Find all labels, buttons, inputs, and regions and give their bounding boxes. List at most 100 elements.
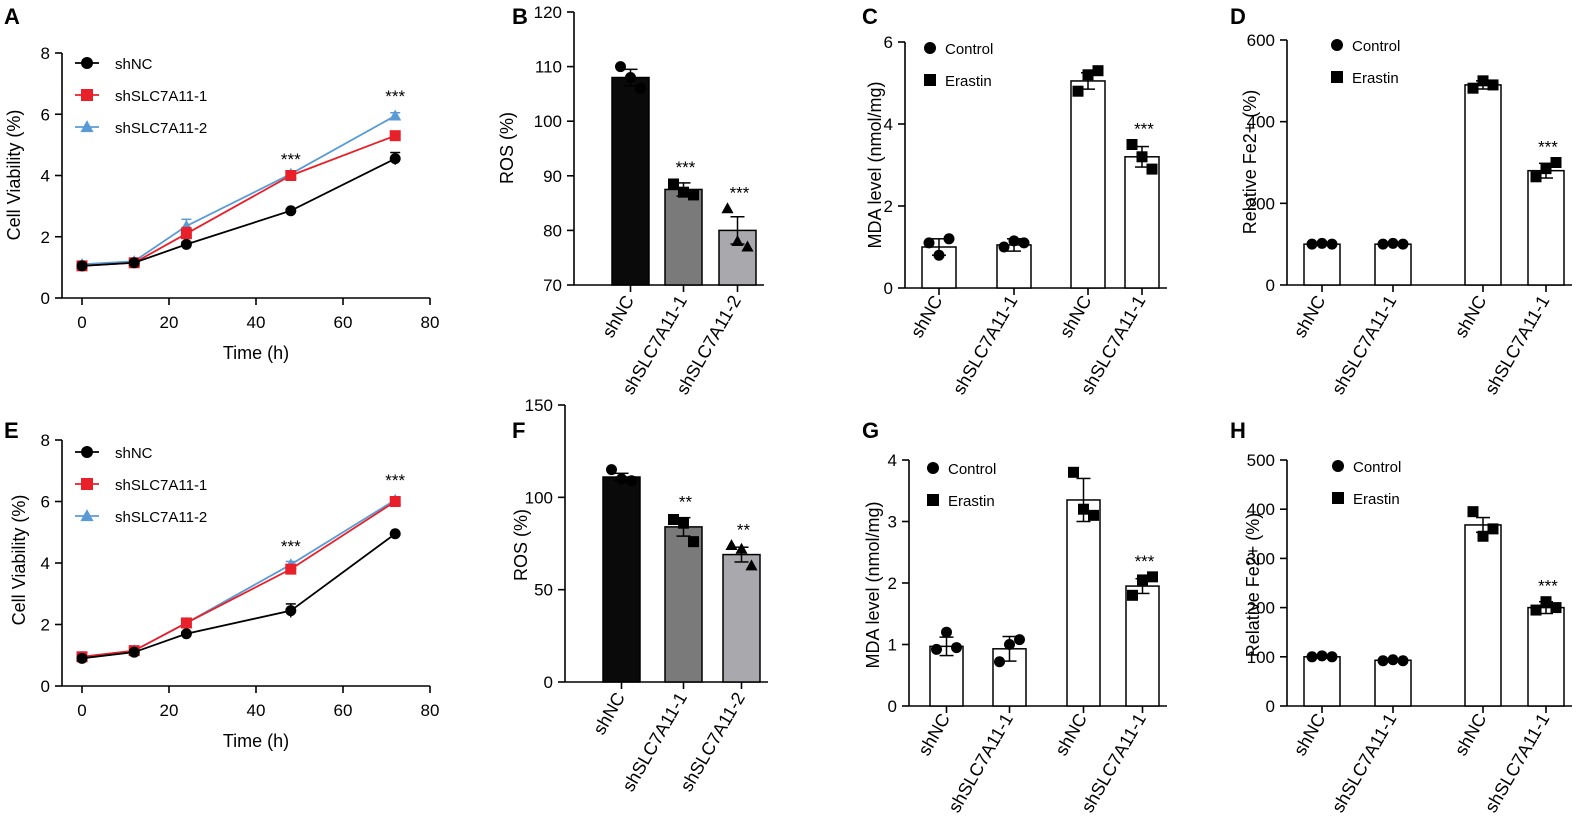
y-tick-label: 4 (41, 167, 50, 186)
bar (1464, 524, 1502, 707)
data-point (1387, 654, 1399, 666)
y-tick-label: 4 (888, 451, 897, 470)
y-tick-label: 2 (41, 616, 50, 635)
legend-marker (1331, 71, 1343, 83)
y-axis-title: Relative Fe2+ (%) (1240, 90, 1260, 235)
category-label: shSLC7A11-1 (944, 710, 1017, 816)
x-tick-label: 40 (247, 313, 266, 332)
legend-label: shSLC7A11-1 (115, 477, 207, 494)
y-axis-title: Relative Fe2+ (%) (1243, 513, 1263, 658)
significance-label: *** (730, 184, 750, 203)
significance-label: *** (1134, 120, 1154, 139)
data-point (1068, 466, 1079, 478)
data-point (1477, 530, 1489, 542)
panel-label: H (1230, 418, 1246, 443)
data-point (635, 82, 646, 94)
y-tick-label: 600 (1247, 31, 1275, 50)
y-tick-label: 110 (535, 58, 562, 77)
category-label: shNC (1290, 710, 1330, 759)
data-point (1306, 651, 1318, 663)
x-tick-label: 60 (334, 701, 353, 720)
category-label: shNC (1290, 292, 1330, 341)
significance-label: *** (281, 150, 301, 169)
y-tick-label: 120 (534, 3, 562, 22)
panel-label: F (512, 418, 525, 443)
data-point (76, 260, 88, 272)
bar (1303, 656, 1341, 707)
y-tick-label: 200 (1247, 194, 1275, 213)
data-point (1397, 655, 1409, 667)
data-point (721, 202, 734, 214)
legend-marker (927, 494, 939, 506)
legend-marker (81, 446, 93, 458)
y-axis-title: Cell Viability (%) (9, 495, 29, 626)
significance-label: *** (385, 471, 405, 490)
bar (664, 526, 703, 683)
y-tick-label: 3 (888, 513, 897, 532)
legend-label: shNC (115, 56, 153, 73)
data-point (931, 643, 942, 655)
y-tick-label: 300 (1247, 549, 1275, 568)
category-label: shNC (914, 710, 954, 759)
significance-label: *** (385, 87, 405, 106)
bar (1124, 156, 1160, 289)
legend-marker (1331, 39, 1343, 51)
bar (722, 553, 761, 683)
series-shNC (76, 151, 401, 272)
data-point (1092, 65, 1104, 77)
data-point (1377, 655, 1389, 667)
data-point (128, 646, 140, 658)
y-tick-label: 4 (41, 554, 50, 573)
legend: Control Erastin (1331, 38, 1400, 87)
legend: Control Erastin (1332, 459, 1401, 508)
y-tick-label: 4 (884, 115, 893, 134)
y-tick-label: 70 (543, 276, 562, 295)
y-axis-title: MDA level (nmol/mg) (863, 501, 883, 668)
y-tick-label: 6 (41, 105, 50, 124)
legend: shNC shSLC7A11-1 shSLC7A11-2 (75, 445, 207, 526)
data-point (1004, 639, 1015, 650)
category-label: shNC (598, 292, 638, 341)
data-point (1467, 506, 1479, 518)
bar (611, 76, 650, 286)
legend: shNC shSLC7A11-1 shSLC7A11-2 (75, 56, 207, 137)
data-point (731, 235, 744, 247)
data-point (741, 240, 754, 252)
y-tick-label: 100 (525, 488, 553, 507)
category-label: shNC (907, 292, 947, 341)
bar (1125, 585, 1160, 707)
data-point (1477, 75, 1489, 87)
data-point (1146, 163, 1158, 175)
bar (1066, 499, 1101, 707)
data-point (1377, 238, 1389, 250)
panel-label: G (862, 418, 879, 443)
data-point (389, 496, 401, 507)
data-point (745, 559, 758, 571)
legend-marker (81, 57, 93, 69)
y-tick-label: 500 (1247, 451, 1275, 470)
legend-label: shSLC7A11-1 (115, 88, 207, 105)
data-point (389, 130, 401, 142)
data-point (180, 238, 192, 250)
data-point (1530, 171, 1542, 183)
x-tick-label: 20 (160, 313, 179, 332)
y-tick-label: 0 (544, 673, 553, 692)
significance-label: ** (679, 493, 693, 512)
bar (1527, 169, 1565, 286)
y-tick-label: 0 (41, 289, 50, 308)
data-point (1078, 503, 1089, 515)
data-point (1550, 602, 1562, 614)
data-point (951, 642, 962, 654)
data-point (606, 464, 617, 476)
data-point (389, 528, 401, 540)
data-point (285, 563, 297, 575)
series-line (81, 114, 396, 266)
data-point (1540, 163, 1552, 175)
data-point (1008, 235, 1020, 247)
x-tick-label: 0 (77, 313, 86, 332)
category-label: shSLC7A11-1 (1077, 710, 1150, 816)
legend-marker (1332, 492, 1344, 504)
